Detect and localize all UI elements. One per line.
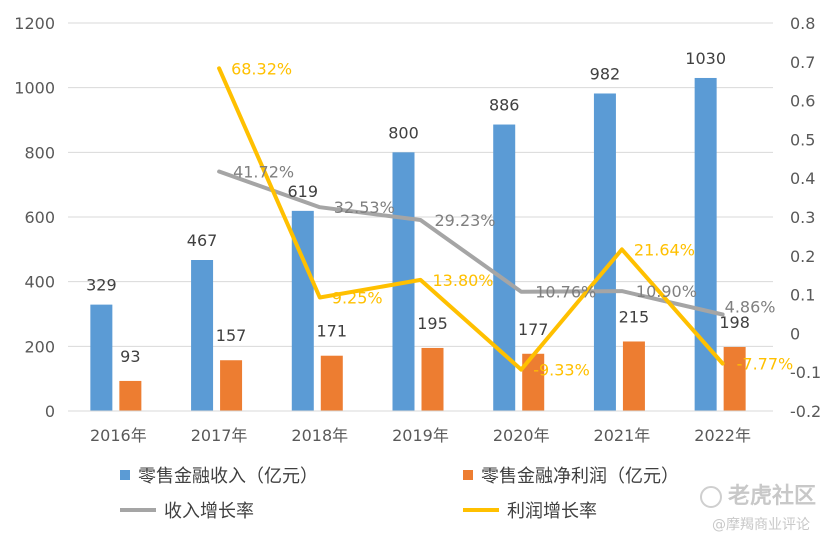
x-tick-label: 2016年	[90, 426, 147, 445]
x-tick-label: 2017年	[191, 426, 248, 445]
revenue-growth-label: 41.72%	[233, 163, 294, 182]
bar-data-label: 800	[388, 123, 419, 142]
bar-profit	[119, 380, 142, 411]
bar-revenue	[593, 93, 616, 411]
profit-growth-label: -9.33%	[533, 361, 590, 380]
bar-revenue	[191, 260, 214, 411]
line-series	[217, 66, 725, 372]
y-right-tick-label: 0.4	[790, 169, 815, 188]
data-labels: 329 467 619 800 886 982 1030 93 157 171 195 177 215 1…	[86, 49, 793, 380]
bar-profit	[723, 346, 746, 411]
profit-growth-label: 13.80%	[433, 271, 494, 290]
legend-label-profit-growth: 利润增长率	[507, 501, 597, 522]
bar-revenue	[90, 304, 113, 411]
revenue-growth-label: 32.53%	[334, 198, 395, 217]
revenue-growth-label: 4.86%	[725, 298, 776, 317]
x-tick-label: 2018年	[291, 426, 348, 445]
bar-profit	[421, 347, 444, 411]
y-right-tick-label: -0.1	[790, 363, 821, 382]
line-revenue-growth	[217, 169, 725, 317]
bar-data-label: 215	[619, 307, 650, 326]
bar-revenue	[493, 124, 516, 411]
y-right-tick-label: 0	[790, 324, 800, 343]
y-left-tick-label: 1000	[14, 79, 55, 98]
bar-data-label: 982	[590, 64, 621, 83]
gridlines	[68, 22, 773, 412]
revenue-growth-label: 29.23%	[435, 211, 496, 230]
legend-item-revenue-growth: 收入增长率	[120, 497, 254, 523]
bar-data-label: 1030	[685, 49, 726, 68]
legend-label-profit: 零售金融净利润（亿元）	[481, 466, 679, 487]
line-profit-growth	[217, 66, 725, 372]
profit-growth-label: 21.64%	[634, 240, 695, 259]
y-left-tick-label: 600	[24, 208, 55, 227]
bar-revenue	[694, 77, 717, 411]
y-right-tick-label: 0.1	[790, 286, 815, 305]
watermark-account-text: @摩羯商业评论	[712, 517, 810, 533]
y-right-tick-label: 0.6	[790, 92, 815, 111]
y-right-tick-label: 0.3	[790, 208, 815, 227]
watermark-logo-icon	[700, 486, 722, 508]
bar-data-label: 157	[216, 326, 247, 345]
profit-growth-label: 9.25%	[332, 289, 383, 308]
revenue-growth-label: 10.90%	[636, 282, 697, 301]
y-right-tick-label: 0.5	[790, 130, 815, 149]
profit-growth-label: 68.32%	[231, 59, 292, 78]
legend-label-revenue-growth: 收入增长率	[164, 501, 254, 522]
y-left-tick-label: 200	[24, 337, 55, 356]
legend-label-revenue: 零售金融收入（亿元）	[138, 466, 318, 487]
bar-profit	[522, 353, 545, 411]
bar-profit	[320, 355, 343, 411]
bar-profit	[622, 341, 645, 411]
x-tick-label: 2021年	[594, 426, 651, 445]
legend-swatch-revenue-growth	[120, 508, 156, 512]
bar-profit	[220, 360, 243, 411]
x-tick-label: 2020年	[493, 426, 550, 445]
bar-data-label: 329	[86, 276, 117, 295]
bar-data-label: 619	[288, 182, 319, 201]
watermark-brand-text: 老虎社区	[728, 484, 817, 509]
y-left-tick-label: 800	[24, 143, 55, 162]
legend-swatch-revenue	[120, 470, 130, 480]
bar-data-label: 177	[518, 320, 549, 339]
y-left-tick-label: 0	[45, 402, 55, 421]
y-right-tick-label: -0.2	[790, 402, 821, 421]
axes: 0 200 400 600 800 1000 1200 -0.2 -0.1 0 0.1 0.2 0.3 0…	[14, 14, 821, 445]
legend-swatch-profit	[463, 470, 473, 480]
bar-revenue	[291, 210, 314, 411]
y-right-tick-label: 0.7	[790, 53, 815, 72]
watermark-brand: 老虎社区	[700, 478, 816, 510]
y-left-tick-label: 400	[24, 273, 55, 292]
bar-data-label: 171	[317, 322, 348, 341]
bar-data-label: 467	[187, 231, 218, 250]
bar-data-label: 886	[489, 96, 520, 115]
y-right-tick-label: 0.8	[790, 14, 815, 33]
legend-swatch-profit-growth	[463, 508, 499, 512]
x-tick-label: 2022年	[694, 426, 751, 445]
bar-data-label: 198	[719, 313, 750, 332]
watermark-account: @摩羯商业评论	[712, 514, 810, 534]
bar-data-label: 93	[120, 347, 140, 366]
legend-item-profit: 零售金融净利润（亿元）	[463, 462, 679, 488]
x-tick-label: 2019年	[392, 426, 449, 445]
bar-data-label: 195	[417, 314, 448, 333]
profit-growth-label: -7.77%	[737, 355, 794, 374]
y-left-tick-label: 1200	[14, 14, 55, 33]
y-right-tick-label: 0.2	[790, 247, 815, 266]
revenue-growth-label: 10.76%	[535, 283, 596, 302]
legend-item-profit-growth: 利润增长率	[463, 497, 597, 523]
legend-item-revenue: 零售金融收入（亿元）	[120, 462, 318, 488]
